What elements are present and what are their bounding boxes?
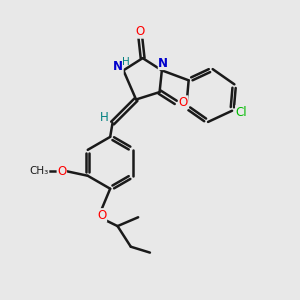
Text: N: N [158, 56, 168, 70]
Text: H: H [100, 111, 109, 124]
Text: CH₃: CH₃ [29, 166, 49, 176]
Text: O: O [57, 165, 67, 178]
Text: O: O [97, 209, 106, 222]
Text: O: O [136, 25, 145, 38]
Text: O: O [178, 96, 188, 109]
Text: H: H [122, 56, 130, 67]
Text: Cl: Cl [236, 106, 247, 119]
Text: N: N [113, 60, 123, 73]
